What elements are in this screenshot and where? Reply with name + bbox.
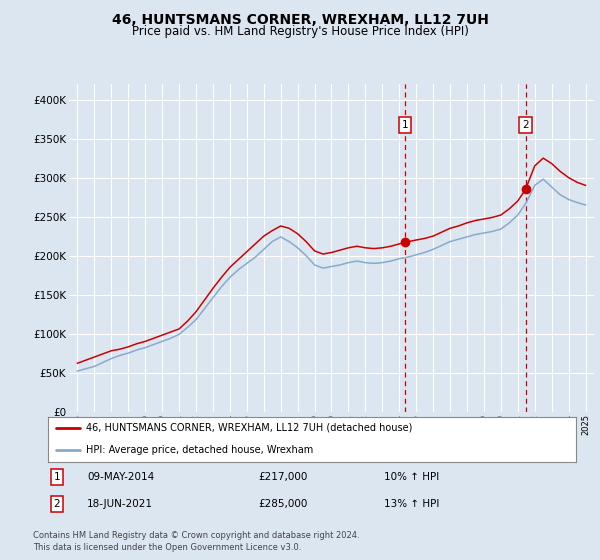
Text: 2: 2 — [522, 120, 529, 130]
Text: Contains HM Land Registry data © Crown copyright and database right 2024.
This d: Contains HM Land Registry data © Crown c… — [33, 531, 359, 552]
Text: Price paid vs. HM Land Registry's House Price Index (HPI): Price paid vs. HM Land Registry's House … — [131, 25, 469, 38]
Text: HPI: Average price, detached house, Wrexham: HPI: Average price, detached house, Wrex… — [86, 445, 313, 455]
Text: £217,000: £217,000 — [258, 472, 307, 482]
Text: 46, HUNTSMANS CORNER, WREXHAM, LL12 7UH: 46, HUNTSMANS CORNER, WREXHAM, LL12 7UH — [112, 13, 488, 27]
Text: 1: 1 — [402, 120, 409, 130]
Text: 2: 2 — [53, 499, 61, 509]
Text: 13% ↑ HPI: 13% ↑ HPI — [384, 499, 439, 509]
Text: 10% ↑ HPI: 10% ↑ HPI — [384, 472, 439, 482]
Text: 46, HUNTSMANS CORNER, WREXHAM, LL12 7UH (detached house): 46, HUNTSMANS CORNER, WREXHAM, LL12 7UH … — [86, 423, 412, 433]
Text: 09-MAY-2014: 09-MAY-2014 — [87, 472, 154, 482]
Text: £285,000: £285,000 — [258, 499, 307, 509]
Text: 18-JUN-2021: 18-JUN-2021 — [87, 499, 153, 509]
Text: 1: 1 — [53, 472, 61, 482]
